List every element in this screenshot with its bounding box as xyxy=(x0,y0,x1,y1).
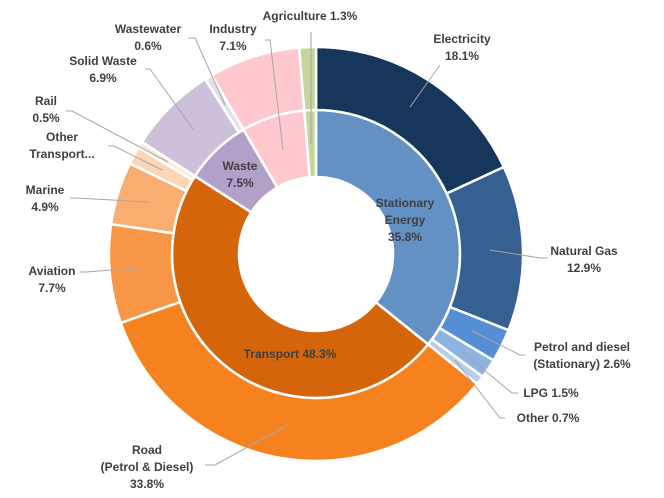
label-name: Rail xyxy=(34,94,58,108)
label-petrol-diesel: Petrol and diesel (Stationary) 2.6% xyxy=(533,340,631,371)
leader-petrol-diesel xyxy=(471,330,525,356)
label-value: 35.8% xyxy=(387,230,423,244)
label-value: 0.5% xyxy=(32,111,60,125)
label-solid-waste: Solid Waste 6.9% xyxy=(69,53,137,87)
label-wastewater: Wastewater 0.6% xyxy=(115,21,181,55)
label-name: Aviation xyxy=(28,264,76,278)
label-name: Agriculture xyxy=(262,9,327,23)
label-rail: Rail 0.5% xyxy=(32,93,59,127)
leader-lpg xyxy=(461,351,518,394)
outer-slice-road-petrol-diesel xyxy=(119,300,479,463)
label-value: 0.6% xyxy=(134,39,162,53)
label-other-transport: Other Transport... xyxy=(29,130,95,161)
label-name: Wastewater xyxy=(114,22,182,36)
label-stationary-energy: Stationary Energy 35.8% xyxy=(375,196,435,244)
leader-electricity xyxy=(409,64,441,108)
label-value: 4.9% xyxy=(31,200,59,214)
label-name: Other xyxy=(516,411,549,425)
label-value: 0.7% xyxy=(552,411,580,425)
label-name: Marine xyxy=(25,183,65,197)
label-value: 2.6% xyxy=(603,357,631,371)
label-name: Industry xyxy=(209,22,257,36)
leader-wastewater xyxy=(188,37,226,106)
label-value: 7.5% xyxy=(226,176,254,190)
leader-industry xyxy=(265,39,284,151)
label-other: Other 0.7% xyxy=(517,410,580,427)
label-value: 1.5% xyxy=(551,386,579,400)
outer-slice-agriculture xyxy=(297,45,318,112)
label-waste: Waste 7.5% xyxy=(223,158,258,192)
label-name: Solid Waste xyxy=(69,54,137,68)
label-lpg: LPG 1.5% xyxy=(523,385,578,402)
label-name: LPG xyxy=(523,386,548,400)
leader-solid-waste xyxy=(145,68,194,130)
label-marine: Marine 4.9% xyxy=(26,182,65,216)
label-value: 7.7% xyxy=(38,281,66,295)
leader-other xyxy=(454,359,505,419)
label-value: 12.9% xyxy=(566,261,602,275)
label-transport: Transport 48.3% xyxy=(244,346,337,363)
label-value: 48.3% xyxy=(302,347,337,361)
label-industry: Industry 7.1% xyxy=(209,21,256,55)
leader-marine xyxy=(70,197,149,203)
label-road: Road (Petrol & Diesel) 33.8% xyxy=(100,443,194,491)
leader-rail xyxy=(66,110,169,163)
label-value: 7.1% xyxy=(219,39,247,53)
label-name: Transport xyxy=(243,347,299,361)
leader-aviation xyxy=(80,267,139,273)
label-electricity: Electricity 18.1% xyxy=(433,31,490,65)
leader-road xyxy=(205,424,289,466)
label-value: 1.3% xyxy=(330,9,358,23)
leader-other-transport xyxy=(108,145,163,171)
label-name: Waste xyxy=(222,159,258,173)
label-value: 6.9% xyxy=(89,71,117,85)
label-name: Electricity xyxy=(433,32,491,46)
label-agriculture: Agriculture 1.3% xyxy=(263,8,358,25)
label-name: Natural Gas xyxy=(550,244,618,258)
label-value: 33.8% xyxy=(129,477,165,491)
leader-natural-gas xyxy=(489,249,548,259)
label-natural-gas: Natural Gas 12.9% xyxy=(550,243,617,277)
label-aviation: Aviation 7.7% xyxy=(29,263,76,297)
label-value: 18.1% xyxy=(444,49,480,63)
